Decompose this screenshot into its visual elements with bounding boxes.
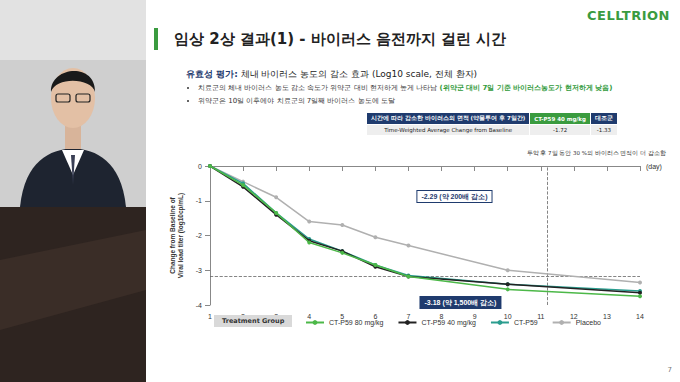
html-text:위약군은 10일 이후에야 치료군의 7일째 바이러스 농도: 위약군은 10일 이후에야 치료군의 7일째 바이러스 농도에 도달 [198,97,395,105]
svg-text:CT-P59 40 mg/kg: CT-P59 40 mg/kg [421,319,476,327]
svg-text:5: 5 [340,313,345,320]
html-text:-1.72: -1.72 [553,127,568,133]
html-text:CT-P59 40 mg/kg: CT-P59 40 mg/kg [534,115,586,122]
html-text:유효성 평가:체내 바이러스 농도의 감소 효과 (Log1: 유효성 평가:체내 바이러스 농도의 감소 효과 (Log10 scale, 전… [186,69,478,79]
svg-text:7: 7 [407,313,411,320]
svg-text:-1: -1 [196,197,202,204]
html-text:CELLTRION: CELLTRION [587,8,670,23]
html-text:7: 7 [667,366,672,374]
svg-text:0: 0 [198,163,202,170]
svg-text:1: 1 [208,313,212,320]
svg-text:12: 12 [569,313,578,320]
html-text:임상 2상 결과(1) - 바이러스 음전까지 걸린 시간: 임상 2상 결과(1) - 바이러스 음전까지 걸린 시간 [174,30,507,48]
svg-text:-3.18 (약 1,500배 감소): -3.18 (약 1,500배 감소) [424,299,496,307]
svg-text:10: 10 [504,313,512,320]
svg-text:Placebo: Placebo [576,319,601,326]
html-text:-1.33: -1.33 [596,127,612,133]
svg-text:4: 4 [307,313,311,320]
svg-text:9: 9 [472,313,477,320]
html-text:Treatment Group: Treatment Group [222,317,285,325]
svg-text:8: 8 [439,313,444,320]
svg-text:(day): (day) [646,163,662,171]
svg-text:CT-P59 80 mg/kg: CT-P59 80 mg/kg [329,319,384,327]
svg-text:-2.29 (약 200배 감소): -2.29 (약 200배 감소) [421,193,487,201]
html-text:투약 후 7일 동안 30 %의 바이러스 면적이 더 감소: 투약 후 7일 동안 30 %의 바이러스 면적이 더 감소함 [526,150,666,156]
html-text:Time-Weighted Average Change f: Time-Weighted Average Change from Baseli… [384,127,513,133]
svg-text:-3: -3 [196,267,202,274]
svg-text:-4: -4 [196,302,202,309]
svg-text:Change from Baseline of: Change from Baseline of [169,196,177,273]
svg-text:Viral load titer (log10cp/mL): Viral load titer (log10cp/mL) [177,193,185,278]
html-text:치료군의 체내 바이러스 농도 감소 속도가 위약군 대비: 치료군의 체내 바이러스 농도 감소 속도가 위약군 대비 현저하게 높게 나타… [198,84,613,92]
svg-text:-2: -2 [196,232,202,239]
html-text:시간에 따라 감소한 바이러스의 면적 (약물투여 후 7일: 시간에 따라 감소한 바이러스의 면적 (약물투여 후 7일간) [371,115,526,121]
html-text:대조군: 대조군 [595,115,613,121]
svg-text:CT-P59: CT-P59 [514,319,538,326]
svg-text:6: 6 [373,313,378,320]
svg-text:14: 14 [636,313,644,320]
svg-text:11: 11 [537,313,544,320]
svg-text:13: 13 [603,313,611,320]
